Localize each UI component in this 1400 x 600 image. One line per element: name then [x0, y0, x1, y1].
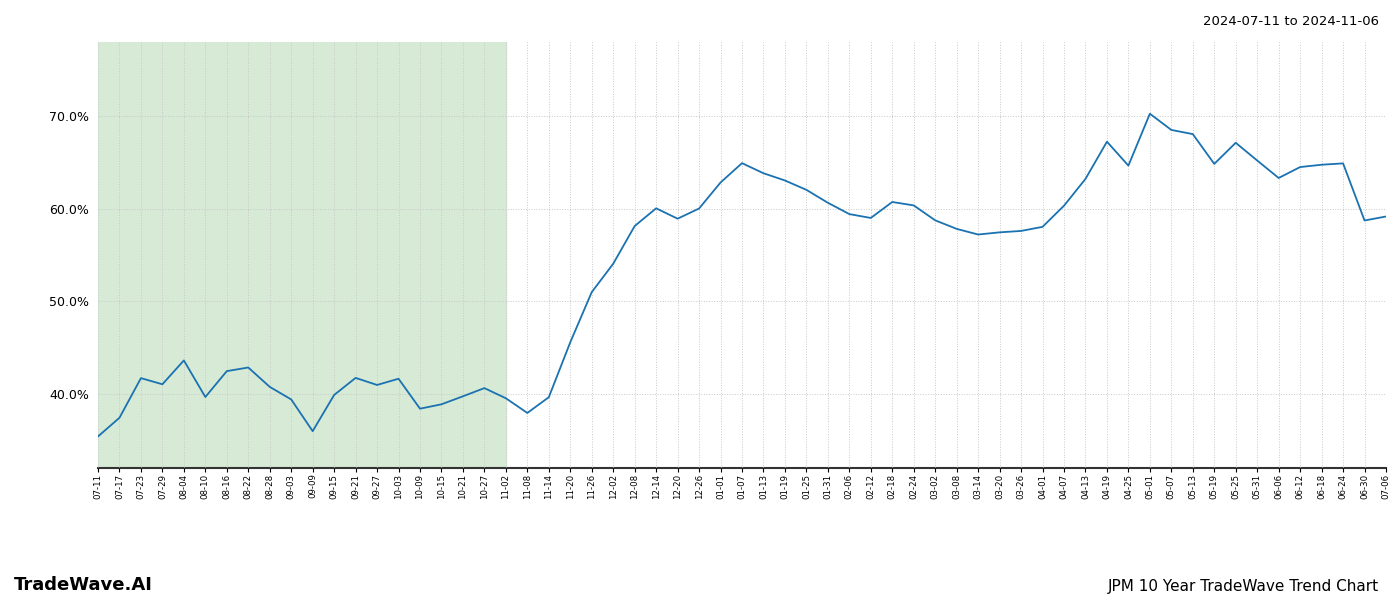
Bar [98, 42, 505, 468]
Text: TradeWave.AI: TradeWave.AI [14, 576, 153, 594]
Text: JPM 10 Year TradeWave Trend Chart: JPM 10 Year TradeWave Trend Chart [1107, 579, 1379, 594]
Text: 2024-07-11 to 2024-11-06: 2024-07-11 to 2024-11-06 [1203, 15, 1379, 28]
